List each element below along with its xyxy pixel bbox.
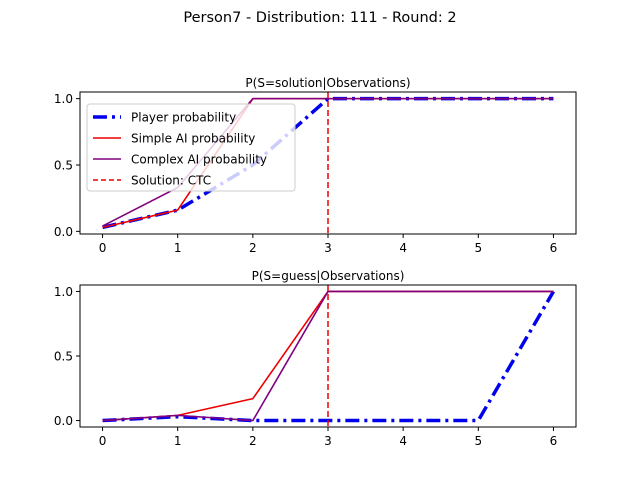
top-xtick-label: 6 xyxy=(550,241,558,255)
bottom-xtick-label: 6 xyxy=(550,434,558,448)
top-subplot-title: P(S=solution|Observations) xyxy=(245,76,410,90)
top-legend-label: Simple AI probability xyxy=(131,132,255,146)
bottom-subplot-title: P(S=guess|Observations) xyxy=(252,269,405,283)
top-xtick-label: 1 xyxy=(174,241,182,255)
top-xtick-label: 0 xyxy=(99,241,107,255)
top-legend-label: Complex AI probability xyxy=(131,153,267,167)
bottom-xtick-label: 2 xyxy=(249,434,257,448)
top-legend-box xyxy=(86,103,296,192)
bottom-series-player-probability xyxy=(102,290,555,423)
bottom-subplot: P(S=guess|Observations) 0 1 2 3 4 5 6 0.0 0.5 1.0 xyxy=(54,269,577,448)
bottom-ytick-label: 0.0 xyxy=(54,414,73,428)
top-xtick-label: 4 xyxy=(399,241,407,255)
top-ytick-label: 0.0 xyxy=(54,225,73,239)
bottom-ytick-label: 0.5 xyxy=(54,350,73,364)
top-legend-label: Solution: CTC xyxy=(131,174,211,188)
bottom-plot-area xyxy=(102,285,555,427)
figure-suptitle: Person7 - Distribution: 111 - Round: 2 xyxy=(183,10,456,26)
top-ytick-label: 1.0 xyxy=(54,92,73,106)
bottom-xtick-label: 1 xyxy=(174,434,182,448)
top-legend: Player probability Simple AI probability C… xyxy=(86,103,296,192)
bottom-xtick-label: 4 xyxy=(399,434,407,448)
bottom-xtick-label: 3 xyxy=(324,434,332,448)
top-xtick-label: 5 xyxy=(474,241,482,255)
bottom-series-complex-ai-probability xyxy=(102,290,554,422)
top-xtick-label: 2 xyxy=(249,241,257,255)
bottom-series-simple-ai-probability xyxy=(102,290,554,422)
top-subplot: P(S=solution|Observations) 0 1 2 3 4 5 6 0.0 0.5… xyxy=(54,76,577,255)
bottom-xtick-label: 0 xyxy=(99,434,107,448)
top-ytick-label: 0.5 xyxy=(54,158,73,172)
bottom-xtick-label: 5 xyxy=(474,434,482,448)
top-xtick-label: 3 xyxy=(324,241,332,255)
bottom-ytick-label: 1.0 xyxy=(54,285,73,299)
top-legend-label: Player probability xyxy=(131,111,236,125)
